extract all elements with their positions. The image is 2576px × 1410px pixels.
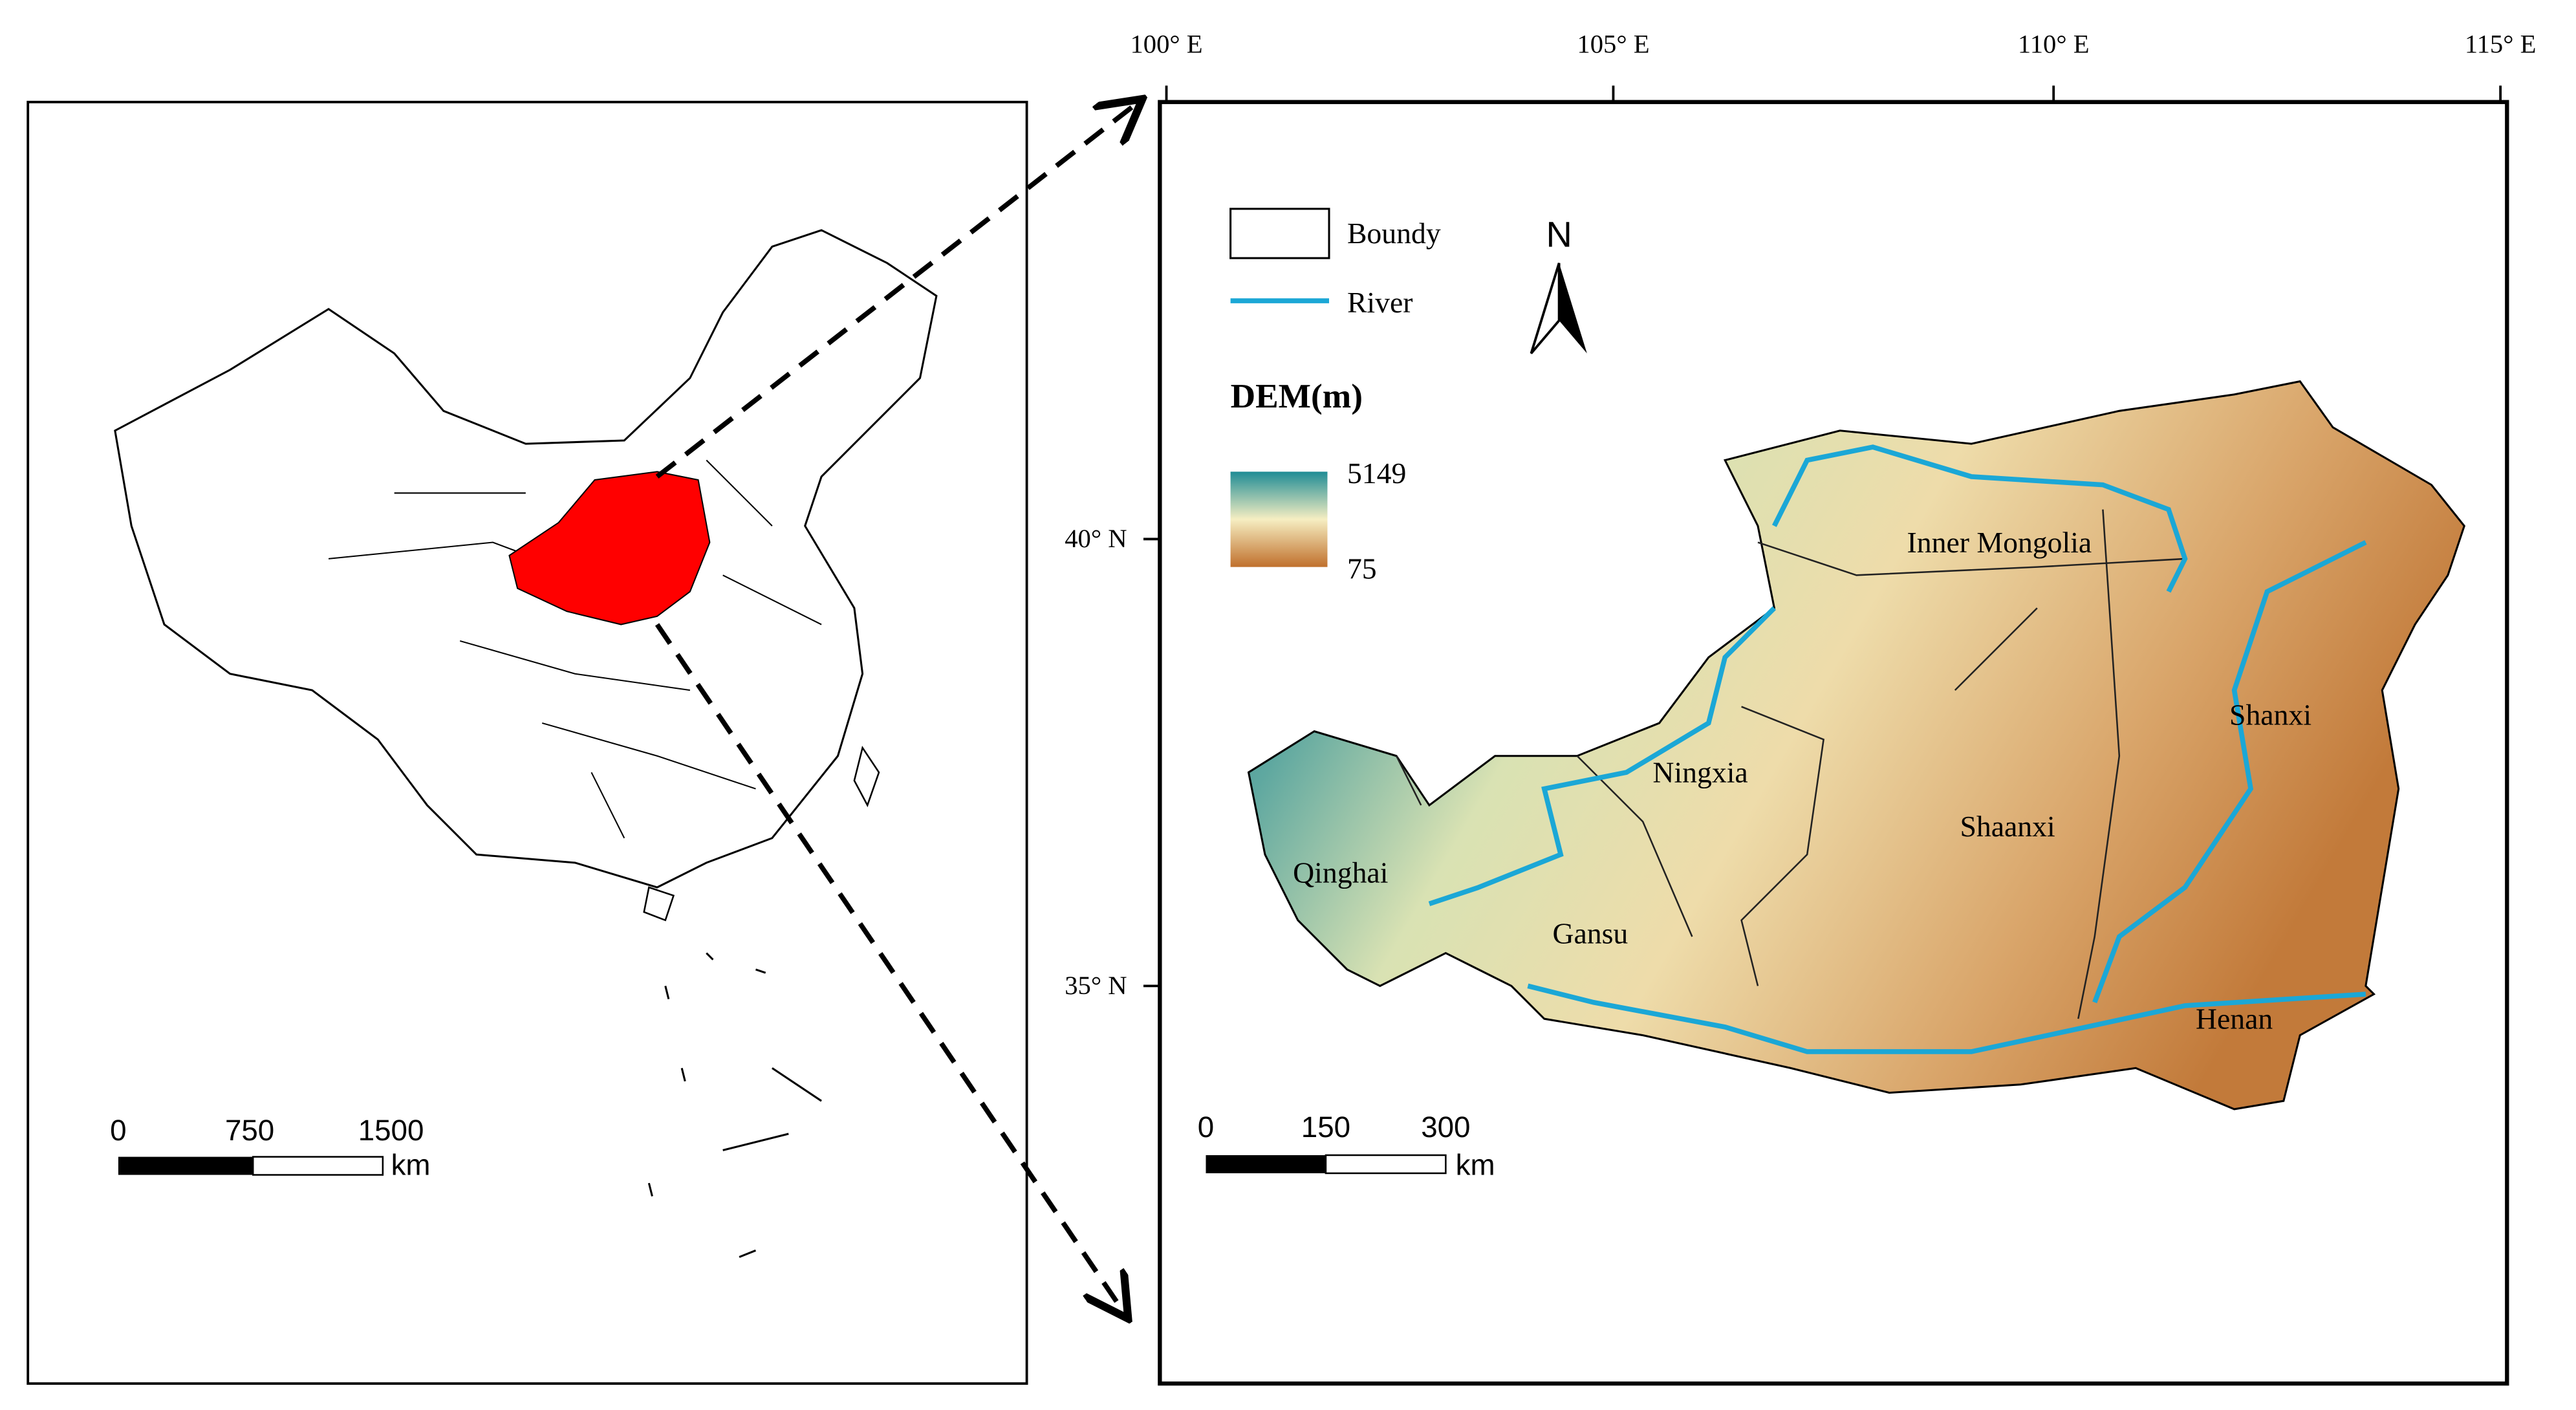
region-label: Henan [2196,1002,2273,1035]
legend-title: DEM(m) [1231,376,1363,415]
graticule: 100° E 105° E 110° E 115° E 40° N 35° N [1065,30,2536,1001]
province-borders [328,459,822,839]
north-arrow [1559,263,1587,354]
loess-plateau [1247,380,2465,1111]
scale-unit: km [391,1148,431,1181]
lat-label: 40° N [1065,524,1127,553]
dem-min: 75 [1347,552,1377,585]
region-label: Shanxi [2229,698,2311,731]
lon-label: 100° E [1130,30,1202,59]
legend-boundary-symbol [1229,208,1330,259]
arrow [655,102,1138,479]
scale-label: 150 [1301,1111,1350,1144]
scale-label: 750 [225,1114,274,1147]
islands [643,745,880,922]
scale-label: 0 [1198,1111,1214,1144]
scale-label: 0 [110,1114,126,1147]
scale-label: 300 [1421,1111,1470,1144]
region-label: Inner Mongolia [1907,526,2092,559]
scale-bar [252,1156,384,1176]
dem-colorbar [1230,472,1328,567]
scale-bar [1206,1155,1326,1173]
south-sea-islands [647,952,822,1258]
lon-label: 105° E [1577,30,1649,59]
river [1428,444,2367,1054]
scale-bar [118,1156,254,1175]
scale-label: 1500 [358,1114,424,1147]
lon-label: 115° E [2465,30,2537,59]
region-label: Gansu [1552,916,1628,949]
province-boundaries [1396,509,2185,1019]
region-label: Qinghai [1293,856,1388,889]
scale-unit: km [1456,1148,1495,1181]
north-label: N [1546,213,1572,254]
region-label: Ningxia [1652,755,1748,788]
scale-bar [1325,1154,1447,1175]
study-area [508,471,711,625]
legend-label: River [1347,286,1413,319]
lon-label: 110° E [2018,30,2090,59]
arrow [655,623,1125,1315]
region-label: Shaanxi [1960,810,2055,843]
legend-label: Boundy [1347,217,1441,250]
dem-max: 5149 [1347,457,1406,490]
lat-label: 35° N [1065,971,1127,1000]
